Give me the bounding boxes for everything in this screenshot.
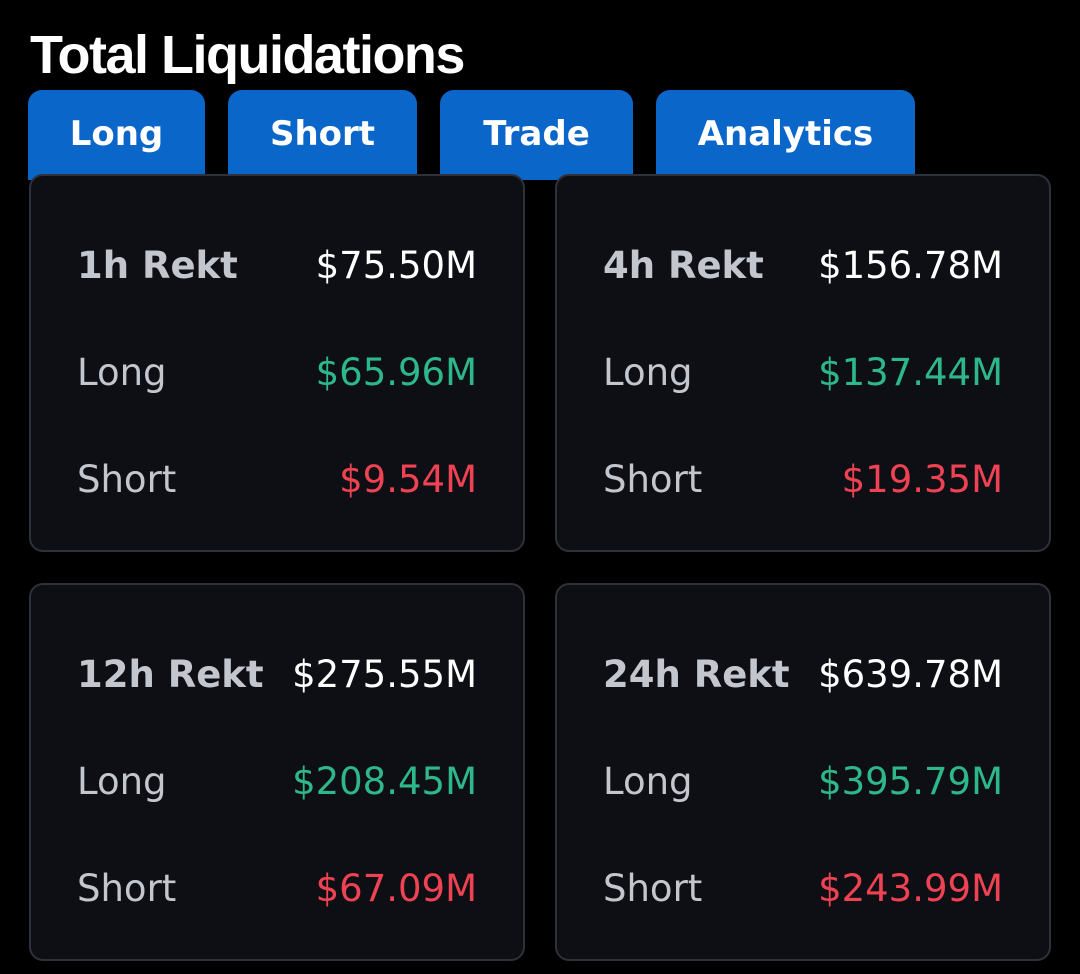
period-label: 24h Rekt xyxy=(603,652,790,696)
liquidation-card-12h: 12h Rekt $275.55M Long $208.45M Short $6… xyxy=(29,583,525,961)
long-label: Long xyxy=(603,350,693,394)
long-label: Long xyxy=(77,759,167,803)
short-value: $67.09M xyxy=(315,866,477,910)
short-row: Short $67.09M xyxy=(77,863,477,913)
tab-short[interactable]: Short xyxy=(228,90,417,180)
total-value: $75.50M xyxy=(315,243,477,287)
total-value: $639.78M xyxy=(818,652,1003,696)
short-value: $9.54M xyxy=(339,457,477,501)
long-label: Long xyxy=(603,759,693,803)
long-row: Long $137.44M xyxy=(603,347,1003,397)
short-label: Short xyxy=(603,457,703,501)
short-row: Short $243.99M xyxy=(603,863,1003,913)
tab-long[interactable]: Long xyxy=(28,90,205,180)
liquidation-card-1h: 1h Rekt $75.50M Long $65.96M Short $9.54… xyxy=(29,174,525,552)
short-label: Short xyxy=(603,866,703,910)
long-value: $208.45M xyxy=(292,759,477,803)
total-row: 1h Rekt $75.50M xyxy=(77,240,477,290)
total-row: 12h Rekt $275.55M xyxy=(77,649,477,699)
period-label: 12h Rekt xyxy=(77,652,264,696)
total-value: $156.78M xyxy=(818,243,1003,287)
short-value: $19.35M xyxy=(841,457,1003,501)
period-label: 1h Rekt xyxy=(77,243,238,287)
long-row: Long $65.96M xyxy=(77,347,477,397)
total-value: $275.55M xyxy=(292,652,477,696)
tab-analytics[interactable]: Analytics xyxy=(656,90,915,180)
short-label: Short xyxy=(77,866,177,910)
period-label: 4h Rekt xyxy=(603,243,764,287)
liquidation-card-4h: 4h Rekt $156.78M Long $137.44M Short $19… xyxy=(555,174,1051,552)
tab-trade[interactable]: Trade xyxy=(440,90,633,180)
page-title: Total Liquidations xyxy=(30,25,465,85)
total-row: 4h Rekt $156.78M xyxy=(603,240,1003,290)
short-value: $243.99M xyxy=(818,866,1003,910)
liquidation-card-24h: 24h Rekt $639.78M Long $395.79M Short $2… xyxy=(555,583,1051,961)
long-value: $65.96M xyxy=(315,350,477,394)
long-label: Long xyxy=(77,350,167,394)
long-row: Long $395.79M xyxy=(603,756,1003,806)
short-label: Short xyxy=(77,457,177,501)
short-row: Short $9.54M xyxy=(77,454,477,504)
long-value: $137.44M xyxy=(818,350,1003,394)
long-row: Long $208.45M xyxy=(77,756,477,806)
total-row: 24h Rekt $639.78M xyxy=(603,649,1003,699)
short-row: Short $19.35M xyxy=(603,454,1003,504)
long-value: $395.79M xyxy=(818,759,1003,803)
